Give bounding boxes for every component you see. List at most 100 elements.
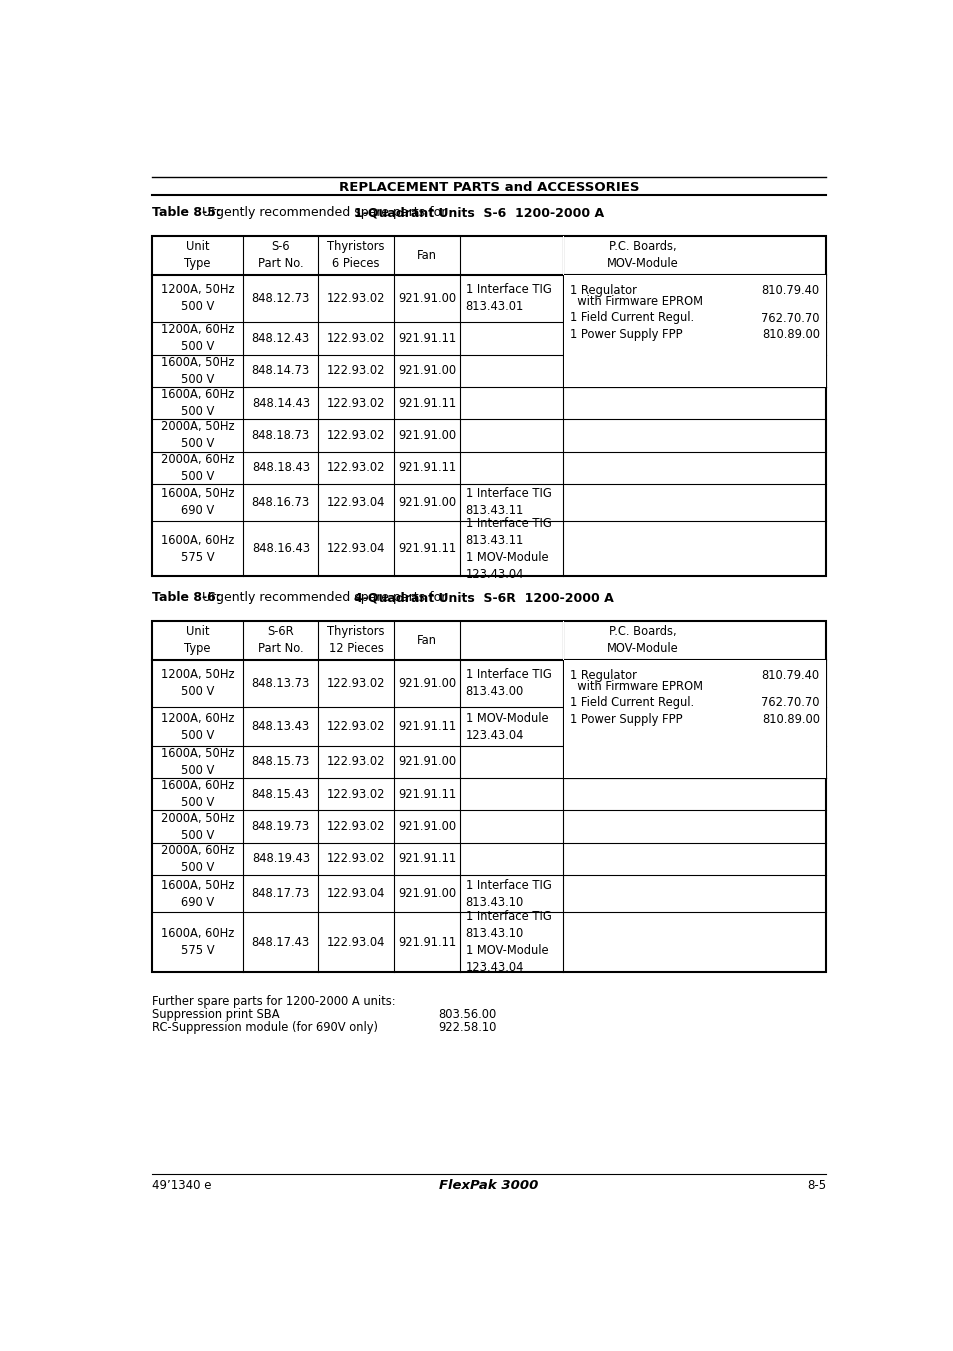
Text: 848.13.43: 848.13.43 (252, 720, 310, 734)
Bar (563, 274, 824, 386)
Text: 810.79.40: 810.79.40 (760, 669, 819, 682)
Text: 1600A, 60Hz
500 V: 1600A, 60Hz 500 V (161, 780, 233, 809)
Text: 810.89.00: 810.89.00 (761, 713, 819, 727)
Text: P.C. Boards,
MOV-Module: P.C. Boards, MOV-Module (607, 626, 679, 655)
Bar (562, 236, 563, 274)
Text: Further spare parts for 1200-2000 A units:: Further spare parts for 1200-2000 A unit… (152, 996, 395, 1008)
Text: 848.15.43: 848.15.43 (252, 788, 310, 801)
Text: 921.91.00: 921.91.00 (397, 430, 456, 442)
Text: 810.79.40: 810.79.40 (760, 284, 819, 297)
Text: 49’1340 e: 49’1340 e (152, 1179, 211, 1193)
Text: 1 Interface TIG
813.43.01: 1 Interface TIG 813.43.01 (465, 284, 551, 313)
Text: 1 Interface TIG
813.43.11: 1 Interface TIG 813.43.11 (465, 488, 551, 517)
Text: 810.89.00: 810.89.00 (761, 328, 819, 342)
Text: Table 8-5:: Table 8-5: (152, 207, 220, 219)
Text: 122.93.02: 122.93.02 (327, 852, 385, 866)
Text: 1600A, 50Hz
690 V: 1600A, 50Hz 690 V (161, 878, 234, 909)
Text: 803.56.00: 803.56.00 (438, 1008, 497, 1021)
Text: Fan: Fan (416, 249, 436, 262)
Text: 122.93.02: 122.93.02 (327, 430, 385, 442)
Text: Urgently recommended spare parts for: Urgently recommended spare parts for (198, 592, 450, 604)
Text: 1 MOV-Module
123.43.04: 1 MOV-Module 123.43.04 (465, 712, 548, 742)
Text: RC-Suppression module (for 690V only): RC-Suppression module (for 690V only) (152, 1020, 377, 1034)
Text: 2000A, 50Hz
500 V: 2000A, 50Hz 500 V (161, 812, 234, 842)
Text: 921.91.11: 921.91.11 (397, 720, 456, 734)
Text: 122.93.02: 122.93.02 (327, 292, 385, 305)
Text: 122.93.02: 122.93.02 (327, 820, 385, 834)
Text: 848.19.43: 848.19.43 (252, 852, 310, 866)
Text: 921.91.11: 921.91.11 (397, 542, 456, 555)
Text: 2000A, 50Hz
500 V: 2000A, 50Hz 500 V (161, 420, 234, 450)
Text: 122.93.02: 122.93.02 (327, 365, 385, 377)
Text: 1 Regulator: 1 Regulator (569, 669, 636, 682)
Text: 921.91.00: 921.91.00 (397, 888, 456, 900)
Text: 848.16.73: 848.16.73 (252, 496, 310, 509)
Text: 762.70.70: 762.70.70 (760, 697, 819, 709)
Text: 848.14.43: 848.14.43 (252, 397, 310, 409)
Text: 1 Field Current Regul.: 1 Field Current Regul. (569, 697, 693, 709)
Text: 921.91.00: 921.91.00 (397, 496, 456, 509)
Text: with Firmware EPROM: with Firmware EPROM (569, 295, 701, 308)
Text: 2000A, 60Hz
500 V: 2000A, 60Hz 500 V (161, 453, 234, 482)
Text: 848.18.73: 848.18.73 (252, 430, 310, 442)
Text: 848.19.73: 848.19.73 (252, 820, 310, 834)
Text: 122.93.02: 122.93.02 (327, 461, 385, 474)
Text: 1 Regulator: 1 Regulator (569, 284, 636, 297)
Text: 1 Power Supply FPP: 1 Power Supply FPP (569, 713, 681, 727)
Text: Table 8-6:: Table 8-6: (152, 592, 220, 604)
Text: 1 Power Supply FPP: 1 Power Supply FPP (569, 328, 681, 342)
Text: 921.91.11: 921.91.11 (397, 332, 456, 345)
Text: 848.17.43: 848.17.43 (252, 936, 310, 948)
Text: 122.93.04: 122.93.04 (327, 542, 385, 555)
Text: 1200A, 50Hz
500 V: 1200A, 50Hz 500 V (161, 669, 234, 698)
Text: 122.93.02: 122.93.02 (327, 677, 385, 690)
Text: Unit
Type: Unit Type (184, 240, 211, 270)
Text: 921.91.00: 921.91.00 (397, 755, 456, 769)
Text: 122.93.04: 122.93.04 (327, 496, 385, 509)
Text: S-6R
Part No.: S-6R Part No. (257, 626, 303, 655)
Text: 1200A, 50Hz
500 V: 1200A, 50Hz 500 V (161, 284, 234, 313)
Text: 1 Interface TIG
813.43.11
1 MOV-Module
123.43.04: 1 Interface TIG 813.43.11 1 MOV-Module 1… (465, 516, 551, 581)
Text: 122.93.02: 122.93.02 (327, 720, 385, 734)
Text: 122.93.02: 122.93.02 (327, 397, 385, 409)
Text: 848.13.73: 848.13.73 (252, 677, 310, 690)
Text: FlexPak 3000: FlexPak 3000 (438, 1179, 538, 1193)
Text: 1 Interface TIG
813.43.10
1 MOV-Module
123.43.04: 1 Interface TIG 813.43.10 1 MOV-Module 1… (465, 911, 551, 974)
Text: P.C. Boards,
MOV-Module: P.C. Boards, MOV-Module (607, 240, 679, 270)
Text: 8-5: 8-5 (806, 1179, 825, 1193)
Bar (152, 236, 825, 577)
Text: 848.16.43: 848.16.43 (252, 542, 310, 555)
Text: 848.12.43: 848.12.43 (252, 332, 310, 345)
Text: 1200A, 60Hz
500 V: 1200A, 60Hz 500 V (161, 712, 234, 742)
Text: Fan: Fan (416, 634, 436, 647)
Text: 921.91.00: 921.91.00 (397, 292, 456, 305)
Text: 1 Field Current Regul.: 1 Field Current Regul. (569, 312, 693, 324)
Text: Unit
Type: Unit Type (184, 626, 211, 655)
Text: Suppression print SBA: Suppression print SBA (152, 1008, 279, 1021)
Bar (563, 659, 824, 778)
Text: 122.93.04: 122.93.04 (327, 888, 385, 900)
Text: Thyristors
6 Pieces: Thyristors 6 Pieces (327, 240, 384, 270)
Text: 921.91.00: 921.91.00 (397, 820, 456, 834)
Text: with Firmware EPROM: with Firmware EPROM (569, 680, 701, 693)
Text: 848.15.73: 848.15.73 (252, 755, 310, 769)
Text: 921.91.11: 921.91.11 (397, 397, 456, 409)
Text: 1600A, 60Hz
575 V: 1600A, 60Hz 575 V (161, 534, 233, 563)
Text: 921.91.11: 921.91.11 (397, 852, 456, 866)
Text: 1600A, 50Hz
690 V: 1600A, 50Hz 690 V (161, 488, 234, 517)
Text: S-6
Part No.: S-6 Part No. (257, 240, 303, 270)
Text: 1 Interface TIG
813.43.00: 1 Interface TIG 813.43.00 (465, 669, 551, 698)
Text: 921.91.00: 921.91.00 (397, 677, 456, 690)
Text: 1 Interface TIG
813.43.10: 1 Interface TIG 813.43.10 (465, 878, 551, 909)
Text: 848.18.43: 848.18.43 (252, 461, 310, 474)
Text: 762.70.70: 762.70.70 (760, 312, 819, 324)
Text: 2000A, 60Hz
500 V: 2000A, 60Hz 500 V (161, 844, 234, 874)
Text: Urgently recommended spare parts for: Urgently recommended spare parts for (198, 207, 450, 219)
Text: 848.14.73: 848.14.73 (252, 365, 310, 377)
Text: 1600A, 50Hz
500 V: 1600A, 50Hz 500 V (161, 355, 234, 386)
Text: Thyristors
12 Pieces: Thyristors 12 Pieces (327, 626, 384, 655)
Text: REPLACEMENT PARTS and ACCESSORIES: REPLACEMENT PARTS and ACCESSORIES (338, 181, 639, 193)
Text: 921.91.11: 921.91.11 (397, 936, 456, 948)
Text: 1600A, 50Hz
500 V: 1600A, 50Hz 500 V (161, 747, 234, 777)
Bar (562, 621, 563, 659)
